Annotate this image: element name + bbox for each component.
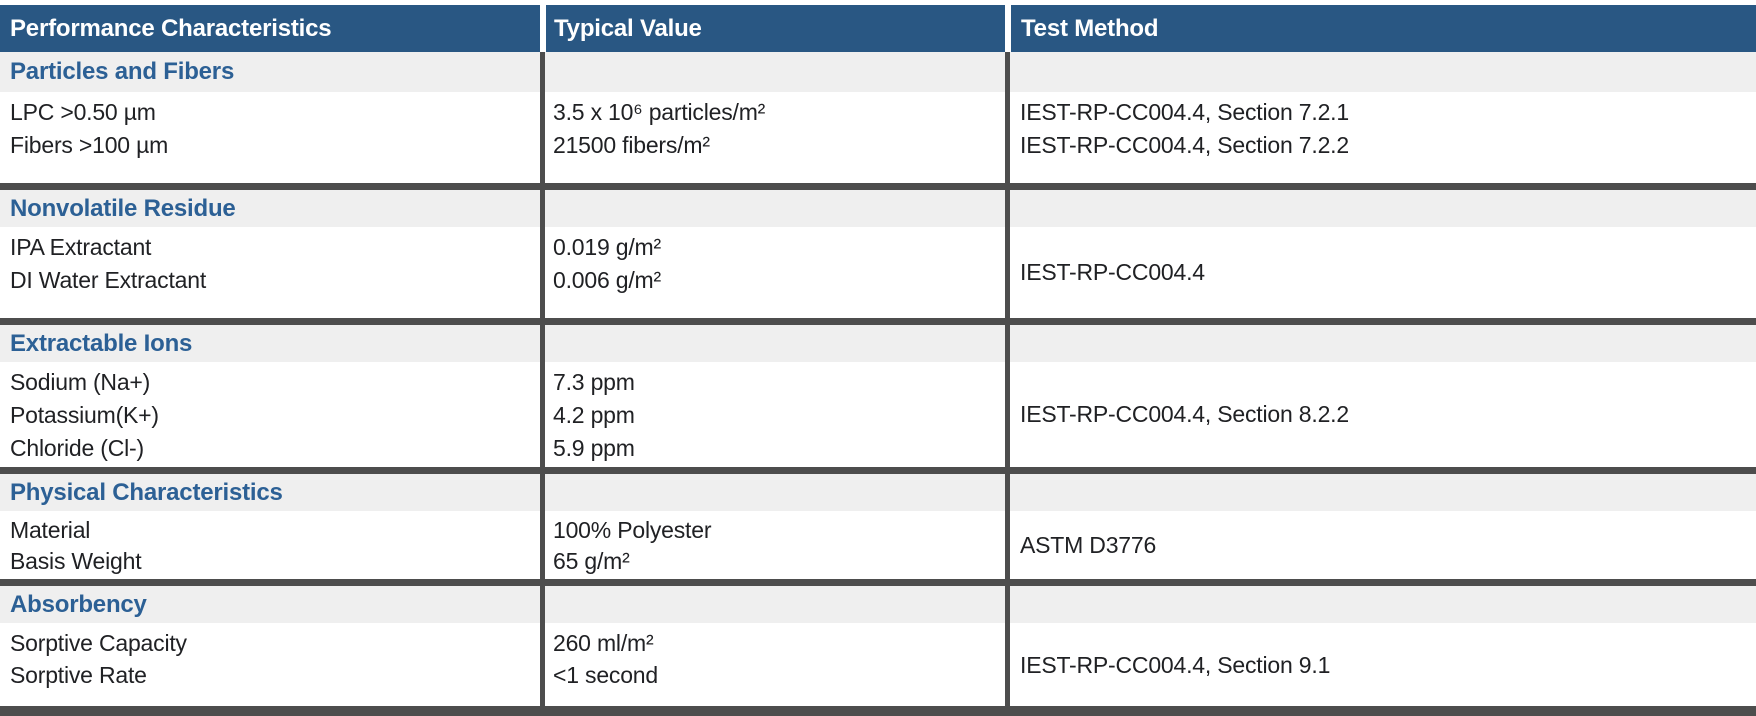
typical-value: 100% Polyester — [553, 517, 712, 543]
section-cell-spacer — [1005, 325, 1756, 362]
section-cell-spacer — [1005, 190, 1756, 227]
section-cell-spacer — [540, 325, 1005, 362]
section-title: Extractable Ions — [10, 329, 193, 357]
characteristic-cell: Sodium (Na+) Potassium(K+) Chloride (Cl-… — [0, 362, 540, 467]
characteristic-label: Potassium(K+) — [10, 402, 159, 428]
test-method-cell: IEST-RP-CC004.4 — [1005, 227, 1756, 318]
typical-value: 3.5 x 10⁶ particles/m² — [553, 99, 766, 125]
header-test-method: Test Method — [1005, 5, 1756, 52]
section-row: Absorbency — [0, 586, 1756, 623]
characteristic-label: Sodium (Na+) — [10, 369, 151, 395]
typical-value-cell: 260 ml/m² <1 second — [540, 623, 1005, 706]
table-row: IPA Extractant DI Water Extractant 0.019… — [0, 227, 1756, 318]
table-header-row: Performance Characteristics Typical Valu… — [0, 5, 1756, 52]
characteristic-cell: Material Basis Weight — [0, 511, 540, 579]
test-method-cell: ASTM D3776 — [1005, 511, 1756, 579]
section-cell-spacer — [1005, 52, 1756, 92]
section-row: Particles and Fibers — [0, 52, 1756, 92]
performance-spec-table: Performance Characteristics Typical Valu… — [0, 5, 1756, 716]
section-cell-spacer — [1005, 474, 1756, 511]
section-cell-spacer — [540, 190, 1005, 227]
test-method-cell: IEST-RP-CC004.4, Section 8.2.2 — [1005, 362, 1756, 467]
typical-value: 260 ml/m² — [553, 630, 654, 656]
table-row: Sorptive Capacity Sorptive Rate 260 ml/m… — [0, 623, 1756, 706]
test-method: IEST-RP-CC004.4, Section 8.2.2 — [1020, 401, 1349, 427]
test-method: IEST-RP-CC004.4 — [1020, 259, 1205, 285]
group-particles-and-fibers: Particles and Fibers LPC >0.50 µm Fibers… — [0, 52, 1756, 183]
section-title: Physical Characteristics — [10, 478, 283, 506]
characteristic-label: DI Water Extractant — [10, 267, 207, 293]
typical-value: <1 second — [553, 662, 658, 688]
section-title: Particles and Fibers — [10, 58, 235, 85]
section-row: Extractable Ions — [0, 325, 1756, 362]
typical-value-cell: 0.019 g/m² 0.006 g/m² — [540, 227, 1005, 318]
section-cell-spacer — [540, 474, 1005, 511]
typical-value: 4.2 ppm — [553, 402, 635, 428]
characteristic-cell: LPC >0.50 µm Fibers >100 µm — [0, 92, 540, 183]
characteristic-label: Fibers >100 µm — [10, 132, 169, 158]
header-typical-value: Typical Value — [540, 5, 1005, 52]
group-nonvolatile-residue: Nonvolatile Residue IPA Extractant DI Wa… — [0, 183, 1756, 318]
typical-value-cell: 100% Polyester 65 g/m² — [540, 511, 1005, 579]
typical-value-cell: 7.3 ppm 4.2 ppm 5.9 ppm — [540, 362, 1005, 467]
table-row: LPC >0.50 µm Fibers >100 µm 3.5 x 10⁶ pa… — [0, 92, 1756, 183]
section-cell-spacer — [540, 52, 1005, 92]
section-row: Physical Characteristics — [0, 474, 1756, 511]
test-method-cell: IEST-RP-CC004.4, Section 9.1 — [1005, 623, 1756, 706]
header-performance-characteristics: Performance Characteristics — [0, 5, 540, 52]
section-title: Absorbency — [10, 590, 147, 618]
characteristic-label: Sorptive Capacity — [10, 630, 187, 656]
characteristic-cell: IPA Extractant DI Water Extractant — [0, 227, 540, 318]
section-title: Nonvolatile Residue — [10, 194, 236, 222]
section-row: Nonvolatile Residue — [0, 190, 1756, 227]
table-row: Sodium (Na+) Potassium(K+) Chloride (Cl-… — [0, 362, 1756, 467]
typical-value: 7.3 ppm — [553, 369, 635, 395]
table-row: Material Basis Weight 100% Polyester 65 … — [0, 511, 1756, 579]
group-absorbency: Absorbency Sorptive Capacity Sorptive Ra… — [0, 579, 1756, 706]
characteristic-label: Sorptive Rate — [10, 662, 147, 688]
section-cell-spacer — [540, 586, 1005, 623]
typical-value: 21500 fibers/m² — [553, 132, 710, 158]
characteristic-label: IPA Extractant — [10, 234, 152, 260]
typical-value: 0.019 g/m² — [553, 234, 661, 260]
typical-value-cell: 3.5 x 10⁶ particles/m² 21500 fibers/m² — [540, 92, 1005, 183]
typical-value: 65 g/m² — [553, 548, 630, 574]
characteristic-cell: Sorptive Capacity Sorptive Rate — [0, 623, 540, 706]
test-method: IEST-RP-CC004.4, Section 7.2.2 — [1020, 132, 1349, 158]
characteristic-label: LPC >0.50 µm — [10, 99, 156, 125]
characteristic-label: Material — [10, 517, 91, 543]
test-method-cell: IEST-RP-CC004.4, Section 7.2.1 IEST-RP-C… — [1005, 92, 1756, 183]
group-physical-characteristics: Physical Characteristics Material Basis … — [0, 467, 1756, 579]
characteristic-label: Basis Weight — [10, 548, 142, 574]
characteristic-label: Chloride (Cl-) — [10, 435, 144, 461]
group-extractable-ions: Extractable Ions Sodium (Na+) Potassium(… — [0, 318, 1756, 467]
typical-value: 5.9 ppm — [553, 435, 635, 461]
test-method: ASTM D3776 — [1020, 531, 1157, 558]
section-cell-spacer — [1005, 586, 1756, 623]
test-method: IEST-RP-CC004.4, Section 9.1 — [1020, 651, 1331, 678]
test-method: IEST-RP-CC004.4, Section 7.2.1 — [1020, 99, 1349, 125]
typical-value: 0.006 g/m² — [553, 267, 661, 293]
